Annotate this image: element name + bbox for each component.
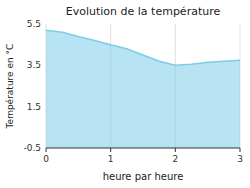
y-axis: -0.5 1.5 3.5 5.5 bbox=[23, 19, 41, 153]
tick-mark bbox=[46, 148, 47, 152]
tick-label: -0.5 bbox=[23, 143, 41, 153]
x-axis: 0 1 2 3 bbox=[43, 148, 243, 164]
tick-mark bbox=[240, 148, 241, 152]
x-axis-label: heure par heure bbox=[103, 171, 184, 182]
tick-label: 3.5 bbox=[27, 60, 41, 70]
tick-mark bbox=[110, 148, 111, 152]
grid bbox=[46, 24, 240, 148]
axis-line bbox=[46, 148, 240, 149]
y-axis-label: Température en °C bbox=[5, 44, 15, 130]
title: Evolution de la température bbox=[66, 5, 221, 18]
tick-mark bbox=[175, 148, 176, 152]
tick-label: 1 bbox=[108, 154, 114, 164]
line bbox=[46, 30, 240, 65]
area bbox=[46, 30, 240, 148]
tick-label: 1.5 bbox=[27, 102, 41, 112]
tick-label: 3 bbox=[237, 154, 243, 164]
chart: 0 1 2 3 -0.5 1.5 3.5 5.5 Evolution de la tempéra… bbox=[0, 0, 250, 188]
tick-label: 2 bbox=[172, 154, 178, 164]
tick-label: 5.5 bbox=[27, 19, 41, 29]
tick-label: 0 bbox=[43, 154, 49, 164]
chart-container: 0 1 2 3 -0.5 1.5 3.5 5.5 Evolution de la tempéra… bbox=[0, 0, 250, 188]
plot-area bbox=[46, 30, 240, 148]
